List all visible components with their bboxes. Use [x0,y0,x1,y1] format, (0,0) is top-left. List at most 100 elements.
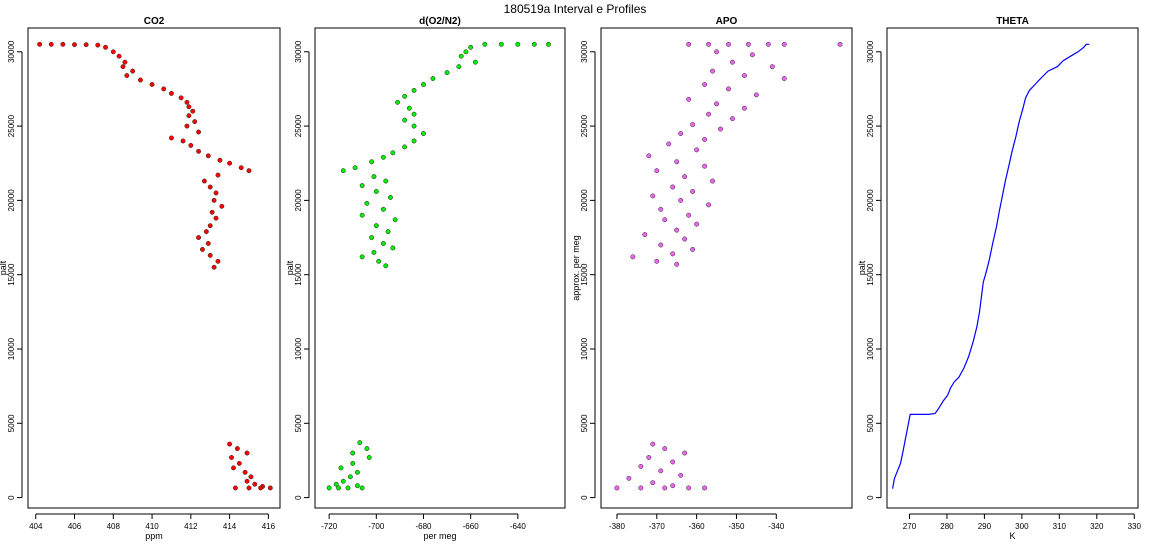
data-point [180,138,186,144]
data-point [232,485,238,491]
data-point [515,41,521,47]
data-point [196,235,202,240]
data-point [345,485,351,491]
data-point [682,236,688,242]
data-point [120,64,126,70]
data-point [690,189,696,194]
data-point [207,184,213,190]
data-point [369,235,375,240]
data-point [638,463,644,469]
data-point [642,232,648,238]
data-point [730,116,735,122]
data-point [769,64,775,70]
data-point [168,90,174,96]
data-point [710,178,716,184]
data-point [726,86,731,92]
theta-line [892,43,1090,489]
y-tick-label: 20000 [866,189,875,212]
data-point [456,64,462,70]
data-point [231,465,236,471]
data-point [213,215,219,221]
data-point [741,105,747,111]
data-point [130,68,136,74]
data-point [168,135,174,141]
y-tick-label: 20000 [7,189,16,212]
data-point [116,53,122,59]
data-point [714,49,719,55]
data-point [229,455,234,460]
data-point [380,241,386,246]
y-tick-label: 0 [7,495,16,500]
data-point [686,96,692,102]
data-point [207,252,213,258]
data-point [383,178,389,184]
data-point [741,73,747,79]
data-point [217,157,223,163]
data-point [201,178,207,184]
data-point [340,168,346,174]
data-point [192,119,198,125]
data-point [184,123,190,129]
plot-frame [314,27,566,509]
plot-frame [886,27,1139,509]
data-point [678,472,684,478]
data-point [196,148,202,154]
data-point [385,229,391,235]
data-point [238,165,244,171]
panel-1: CO2 404 406 408 410 412 414 416 0 5000 10000 15000 2… [0,16,281,541]
data-point [380,154,386,160]
data-points [614,41,843,491]
y-tick-label: 30000 [866,40,875,63]
data-point [686,485,692,491]
data-point [149,82,155,87]
data-point [252,481,258,487]
data-point [686,41,692,47]
x-axis-label: ppm [145,531,163,541]
data-point [646,455,652,460]
x-tick-label: -660 [463,522,480,531]
data-point [690,122,696,128]
panel-3: APO -380 -370 -360 -350 -340 0 5000 10000 15000 20… [571,16,853,531]
x-tick-label: 410 [145,522,159,531]
x-tick-label: 280 [940,522,954,531]
data-point [458,53,464,59]
x-tick-label: 270 [903,522,917,531]
x-tick-label: 406 [68,522,82,531]
data-point [258,485,264,491]
data-point [726,41,731,47]
y-tick-label: 10000 [7,337,16,360]
data-point [37,41,43,47]
y-tick-label: 15000 [294,263,303,286]
data-point [246,168,252,174]
data-point [215,258,221,264]
data-point [207,223,213,229]
data-point [682,174,688,180]
data-point [364,446,370,452]
data-point [670,483,676,489]
y-tick-label: 25000 [866,114,875,137]
panel-title: CO2 [144,16,165,27]
data-point [340,478,346,484]
y-tick-label: 15000 [866,263,875,286]
panel-title: d(O2/N2) [419,16,461,27]
data-point [662,485,668,491]
data-point [388,194,393,200]
data-point [209,209,215,215]
data-point [359,183,365,188]
data-points [326,41,551,491]
data-point [658,242,664,248]
x-tick-label: -640 [510,522,527,531]
y-axis-label: approx. per meg [571,235,581,301]
data-point [244,450,250,456]
panel-title: THETA [996,16,1029,27]
data-point [702,82,708,87]
data-point [614,485,620,491]
y-tick-label: 0 [580,495,589,500]
data-point [650,193,656,199]
data-point [430,76,436,81]
y-axis-label: palt [285,260,295,275]
data-point [406,105,412,111]
data-point [753,92,759,98]
x-tick-label: 290 [978,522,992,531]
y-tick-label: 0 [294,495,303,500]
